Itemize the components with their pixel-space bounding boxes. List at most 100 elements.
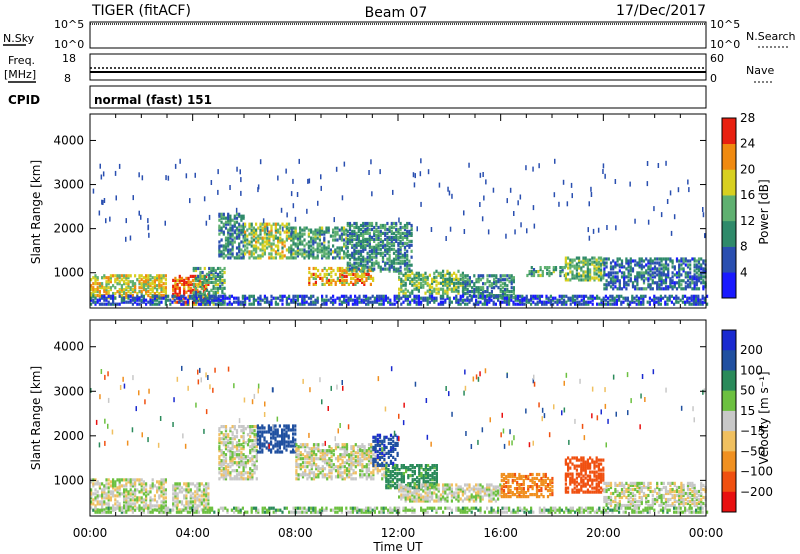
echo-cell [292,432,295,436]
echo-cell [290,300,293,304]
echo-cell [180,500,184,504]
echo-cell [375,251,378,255]
echo-cell [299,294,302,298]
echo-cell [214,276,217,280]
echo-cell [178,276,181,280]
noise-cell [647,219,650,225]
echo-cell [299,230,302,234]
echo-cell [424,271,427,275]
echo-cell [516,294,519,298]
echo-cell [96,500,99,504]
echo-cell [270,432,273,436]
echo-cell [223,278,226,282]
echo-cell [250,244,253,248]
echo-cell [118,276,121,280]
echo-cell [402,279,405,283]
echo-cell [403,261,407,265]
echo-cell [651,279,654,283]
echo-cell [359,449,362,453]
echo-cell [468,280,471,284]
echo-cell [125,496,128,500]
echo-cell [609,271,613,275]
echo-cell [702,267,705,271]
echo-cell [512,286,515,290]
echo-cell [310,477,313,481]
echo-cell [125,500,128,504]
echo-cell [217,294,220,298]
echo-cell [164,294,167,298]
echo-cell [373,261,376,265]
echo-cell [307,244,310,248]
echo-cell [703,296,706,300]
echo-cell [249,429,252,433]
echo-cell [477,296,480,300]
echo-cell [301,228,304,232]
echo-cell [330,477,333,481]
echo-cell [395,221,398,226]
noise-cell [653,206,655,212]
echo-cell [288,256,291,260]
echo-cell [584,274,587,278]
echo-cell [530,298,533,302]
echo-cell [162,490,165,494]
echo-cell [233,296,236,300]
echo-cell [471,286,474,290]
echo-cell [323,230,326,234]
echo-cell [362,257,365,261]
echo-cell [131,280,134,284]
noise-cell [165,175,167,181]
echo-cell [379,243,382,247]
echo-cell [131,288,134,292]
echo-cell [457,300,460,304]
echo-cell [437,289,440,293]
echo-cell [477,274,480,278]
echo-cell [395,223,398,228]
echo-cell [597,266,600,270]
echo-cell [312,443,316,447]
echo-cell [379,247,382,251]
echo-cell [227,256,230,260]
echo-cell [222,443,225,447]
noise-cell [430,227,433,232]
echo-cell [306,473,309,477]
echo-cell [691,287,694,291]
echo-cell [351,302,354,306]
echo-cell [123,504,126,508]
echo-cell [274,252,277,256]
echo-cell [197,298,200,302]
echo-cell [477,300,480,304]
echo-cell [252,230,255,234]
echo-cell [231,425,234,429]
echo-cell [680,257,683,261]
echo-cell [379,231,382,235]
echo-cell [136,488,139,492]
echo-cell [347,296,350,300]
echo-cell [428,289,431,293]
noise-cell [414,173,416,179]
echo-cell [410,249,413,253]
nsky-panel [89,21,707,49]
echo-cell [246,475,250,479]
echo-cell [169,298,172,302]
echo-cell [605,279,608,283]
echo-cell [277,230,280,234]
noise-cell [379,169,381,175]
echo-cell [153,278,156,282]
echo-cell [392,269,396,273]
echo-cell [246,471,250,475]
echo-cell [589,294,592,298]
echo-cell [101,496,104,500]
echo-cell [373,300,376,304]
echo-cell [680,279,683,283]
echo-cell [368,265,371,269]
echo-cell [210,300,213,304]
echo-cell [207,278,210,282]
echo-cell [547,298,550,302]
echo-cell [563,300,566,304]
echo-cell [468,300,471,304]
echo-cell [362,294,365,298]
echo-cell [457,269,460,273]
echo-cell [353,237,356,241]
echo-cell [229,252,232,256]
echo-cell [281,298,284,302]
